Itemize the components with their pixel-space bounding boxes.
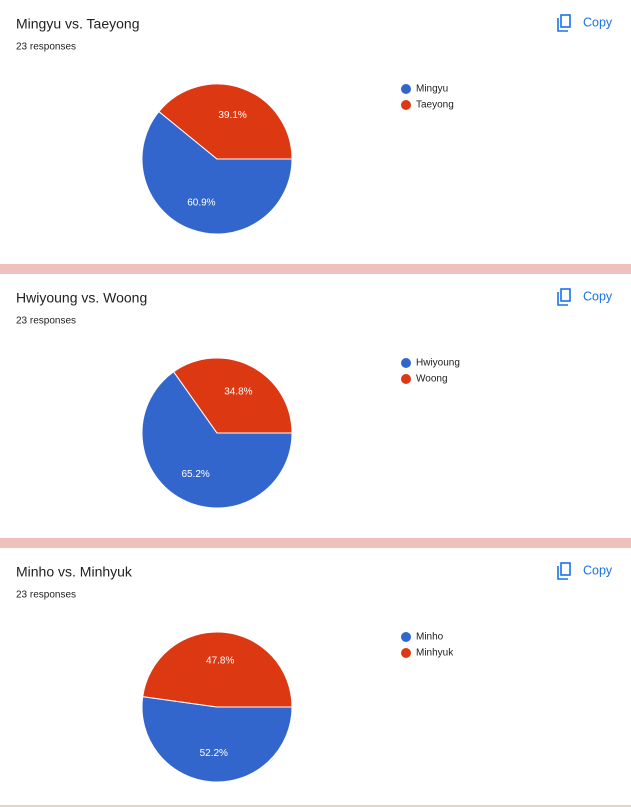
- card-title: Minho vs. Minhyuk: [16, 564, 133, 580]
- legend-swatch: [401, 358, 411, 368]
- legend-swatch: [401, 632, 411, 642]
- copy-icon-back: [560, 562, 571, 576]
- response-count: 23 responses: [16, 590, 76, 601]
- response-count: 23 responses: [16, 42, 76, 53]
- pie-slice: [141, 696, 293, 783]
- copy-button[interactable]: Copy: [583, 563, 613, 577]
- legend-label: Woong: [416, 374, 448, 385]
- separator: [0, 264, 631, 274]
- copy-icon-back: [560, 14, 571, 28]
- pie-slice: [141, 110, 293, 235]
- copy-icon-front: [557, 18, 568, 32]
- copy-button[interactable]: Copy: [583, 15, 613, 29]
- slice-label: 60.9%: [187, 197, 215, 208]
- pie-slice: [158, 83, 293, 160]
- slice-label: 65.2%: [181, 469, 209, 480]
- legend-label: Mingyu: [416, 84, 448, 95]
- legend-label: Taeyong: [416, 100, 454, 111]
- legend-swatch: [401, 648, 411, 658]
- copy-icon-front: [557, 292, 568, 306]
- copy-icon-front: [557, 566, 568, 580]
- card-title: Hwiyoung vs. Woong: [16, 290, 147, 306]
- copy-icon-back: [560, 288, 571, 302]
- bottom-border: [0, 805, 631, 807]
- slice-label: 47.8%: [206, 655, 234, 666]
- legend-swatch: [401, 84, 411, 94]
- slice-label: 34.8%: [224, 386, 252, 397]
- card-title: Mingyu vs. Taeyong: [16, 16, 139, 32]
- legend-label: Minho: [416, 632, 444, 643]
- legend-label: Hwiyoung: [416, 358, 460, 369]
- pie-slice: [172, 357, 293, 434]
- legend-swatch: [401, 100, 411, 110]
- legend-swatch: [401, 374, 411, 384]
- slice-label: 52.2%: [200, 748, 228, 759]
- pie-slice: [142, 631, 293, 708]
- copy-button[interactable]: Copy: [583, 289, 613, 303]
- slice-label: 39.1%: [218, 110, 246, 121]
- separator: [0, 538, 631, 548]
- response-count: 23 responses: [16, 316, 76, 327]
- pie-slice: [141, 371, 293, 509]
- legend-label: Minhyuk: [416, 648, 454, 659]
